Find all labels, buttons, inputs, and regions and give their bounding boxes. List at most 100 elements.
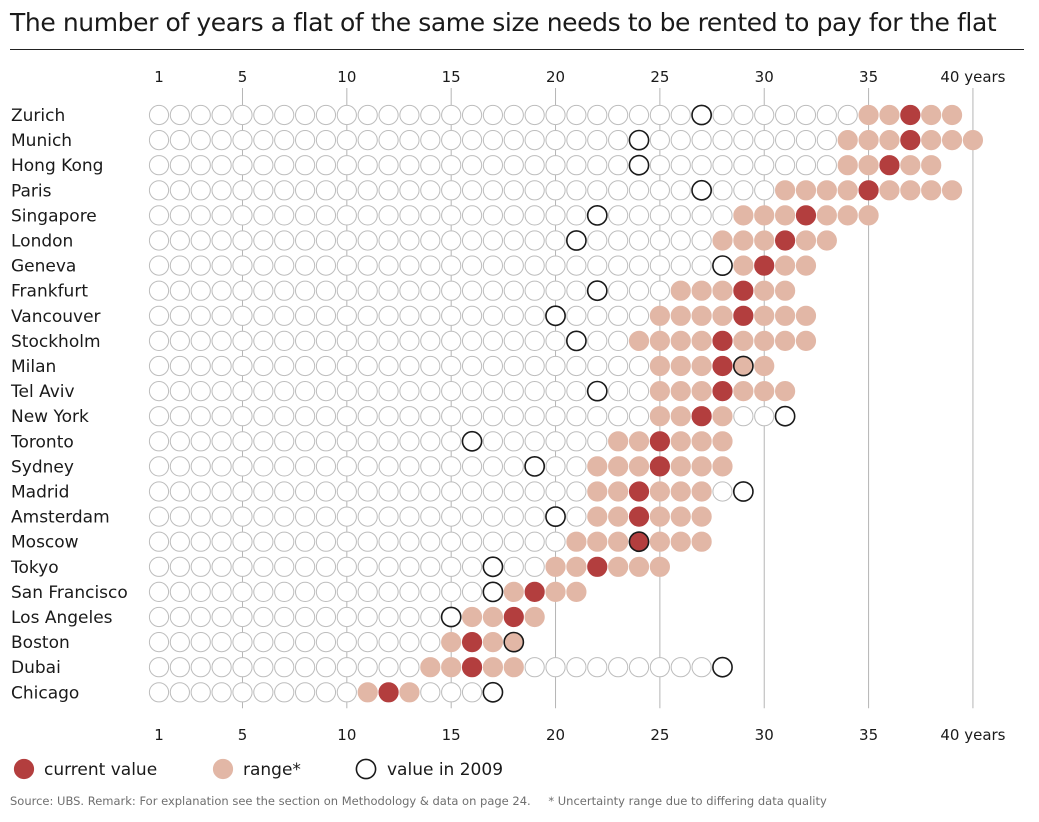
range-dot [608,531,629,552]
range-dot [712,305,733,326]
range-dot [649,531,670,552]
empty-dot [294,255,316,276]
empty-dot [420,104,441,126]
empty-dot [461,355,483,377]
empty-dot [190,280,211,301]
x-tick-bottom-1: 1 [154,726,164,744]
empty-dot [608,330,629,351]
empty-dot [232,130,253,151]
empty-dot [482,506,504,527]
empty-dot [628,305,650,326]
empty-dot [399,255,420,276]
current-value-dot [733,280,754,301]
row-madrid: Madrid [11,481,754,503]
empty-dot [399,406,420,427]
empty-dot [211,531,232,552]
range-dot [691,456,712,477]
empty-dot [566,657,587,678]
empty-dot [608,180,629,201]
range-dot [754,280,775,301]
empty-dot [587,355,608,377]
empty-dot [211,155,232,176]
empty-dot [253,130,274,151]
range-dot [566,556,587,577]
range-dot-with-2009-ring [732,355,754,377]
empty-dot [336,406,357,427]
empty-dot [461,406,483,427]
empty-dot [461,381,483,402]
range-dot [858,205,879,226]
empty-dot [148,632,170,653]
empty-dot [211,506,232,527]
range-dot [733,230,754,251]
range-dot [524,606,545,628]
empty-dot [357,531,378,552]
range-dot [879,104,900,126]
empty-dot [336,632,357,653]
range-dot [941,130,963,151]
empty-dot [524,381,545,402]
range-dot [754,381,775,402]
empty-dot [211,581,232,603]
empty-dot [357,180,378,201]
empty-dot [315,104,337,126]
empty-dot [733,180,754,201]
row-hong-kong: Hong Kong [11,154,942,176]
empty-dot [420,556,441,577]
empty-dot [274,481,295,502]
empty-dot [169,456,190,477]
row-tel-aviv: Tel Aviv [10,380,796,402]
empty-dot [169,381,190,402]
empty-dot [232,255,253,276]
city-label: Moscow [11,533,79,553]
empty-dot [441,205,462,226]
empty-dot [524,230,545,251]
empty-dot [420,682,441,703]
range-dot [503,657,524,678]
empty-dot [253,481,274,502]
empty-dot [775,155,796,176]
current-value-dot [712,381,733,402]
empty-dot [211,180,232,201]
current-value-dot [858,180,879,201]
empty-dot [315,305,337,326]
empty-dot [315,205,337,226]
empty-dot [253,632,274,653]
empty-dot [253,180,274,201]
empty-dot [336,230,357,251]
empty-dot [420,456,441,477]
empty-dot [399,581,420,603]
empty-dot [148,481,170,502]
current-value-dot [754,255,775,276]
legend-label: current value [44,760,157,780]
empty-dot [232,632,253,653]
empty-dot [608,381,629,402]
empty-dot [357,381,378,402]
empty-dot [503,506,524,527]
empty-dot [357,632,378,653]
empty-dot [482,280,504,301]
empty-dot [503,381,524,402]
empty-dot [566,104,587,126]
current-value-dot [628,506,650,527]
row-vancouver: Vancouver [11,305,817,327]
range-dot [712,406,733,427]
empty-dot [420,230,441,251]
empty-dot [148,682,170,703]
range-dot [795,330,817,351]
empty-dot [211,355,232,377]
empty-dot [482,230,504,251]
range-dot [608,456,629,477]
row-toronto: Toronto [10,430,733,452]
empty-dot [190,230,211,251]
empty-dot [420,481,441,502]
empty-dot [315,330,337,351]
current-value-dot [628,481,650,502]
empty-dot [274,632,295,653]
empty-dot [441,406,462,427]
range-dot [649,381,670,402]
value-2009-dot [482,581,504,603]
empty-dot [315,456,337,477]
range-dot [712,456,733,477]
empty-dot [754,180,775,201]
